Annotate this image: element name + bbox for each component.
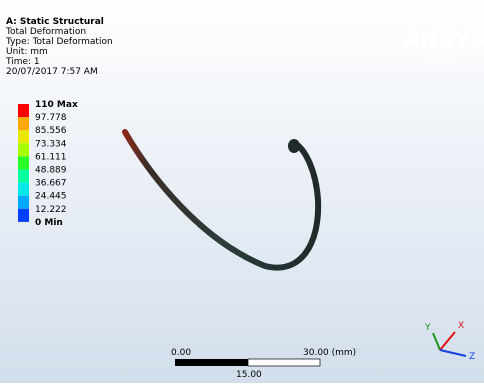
legend-swatch [18,117,29,130]
legend-label: 73.334 [35,139,67,149]
scale-end: 30.00 (mm) [303,348,356,358]
header-line: Type: Total Deformation [5,37,113,47]
header-title: A: Static Structural [6,17,104,27]
scale-bar-black [175,359,248,366]
header-line: Total Deformation [5,27,86,37]
viewport: A: Static Structural Total DeformationTy… [0,0,484,383]
legend-swatch [18,130,29,143]
triad-y-label: Y [424,323,431,333]
legend-label: 24.445 [35,192,67,202]
header-line: Unit: mm [6,47,48,57]
triad-x-label: X [458,321,464,331]
legend-label: 48.889 [35,166,67,176]
legend-swatch [18,196,29,209]
scale-bar-white [248,359,320,366]
legend-swatch [18,209,29,222]
legend-label: 12.222 [35,205,67,215]
background [0,0,484,383]
legend-label: 61.111 [35,152,67,162]
legend-label: 0 Min [35,218,63,228]
legend-label: 110 Max [35,100,78,110]
legend-label: 97.778 [35,113,67,123]
header-line: Time: 1 [5,57,40,67]
logo: ANSYS [403,28,484,53]
legend-swatch [18,143,29,156]
legend-swatch [18,104,29,117]
legend-swatch [18,170,29,183]
scale-middle: 15.00 [236,370,262,380]
legend-label: 85.556 [35,126,67,136]
legend-label: 36.667 [35,179,67,189]
triad-z-label: Z [469,352,475,362]
header-line: 20/07/2017 7:57 AM [6,67,98,77]
beam-end [288,139,300,153]
scale-start: 0.00 [171,348,191,358]
legend-swatch [18,183,29,196]
legend-swatch [18,156,29,169]
logo-version: R17.1 [424,51,456,64]
